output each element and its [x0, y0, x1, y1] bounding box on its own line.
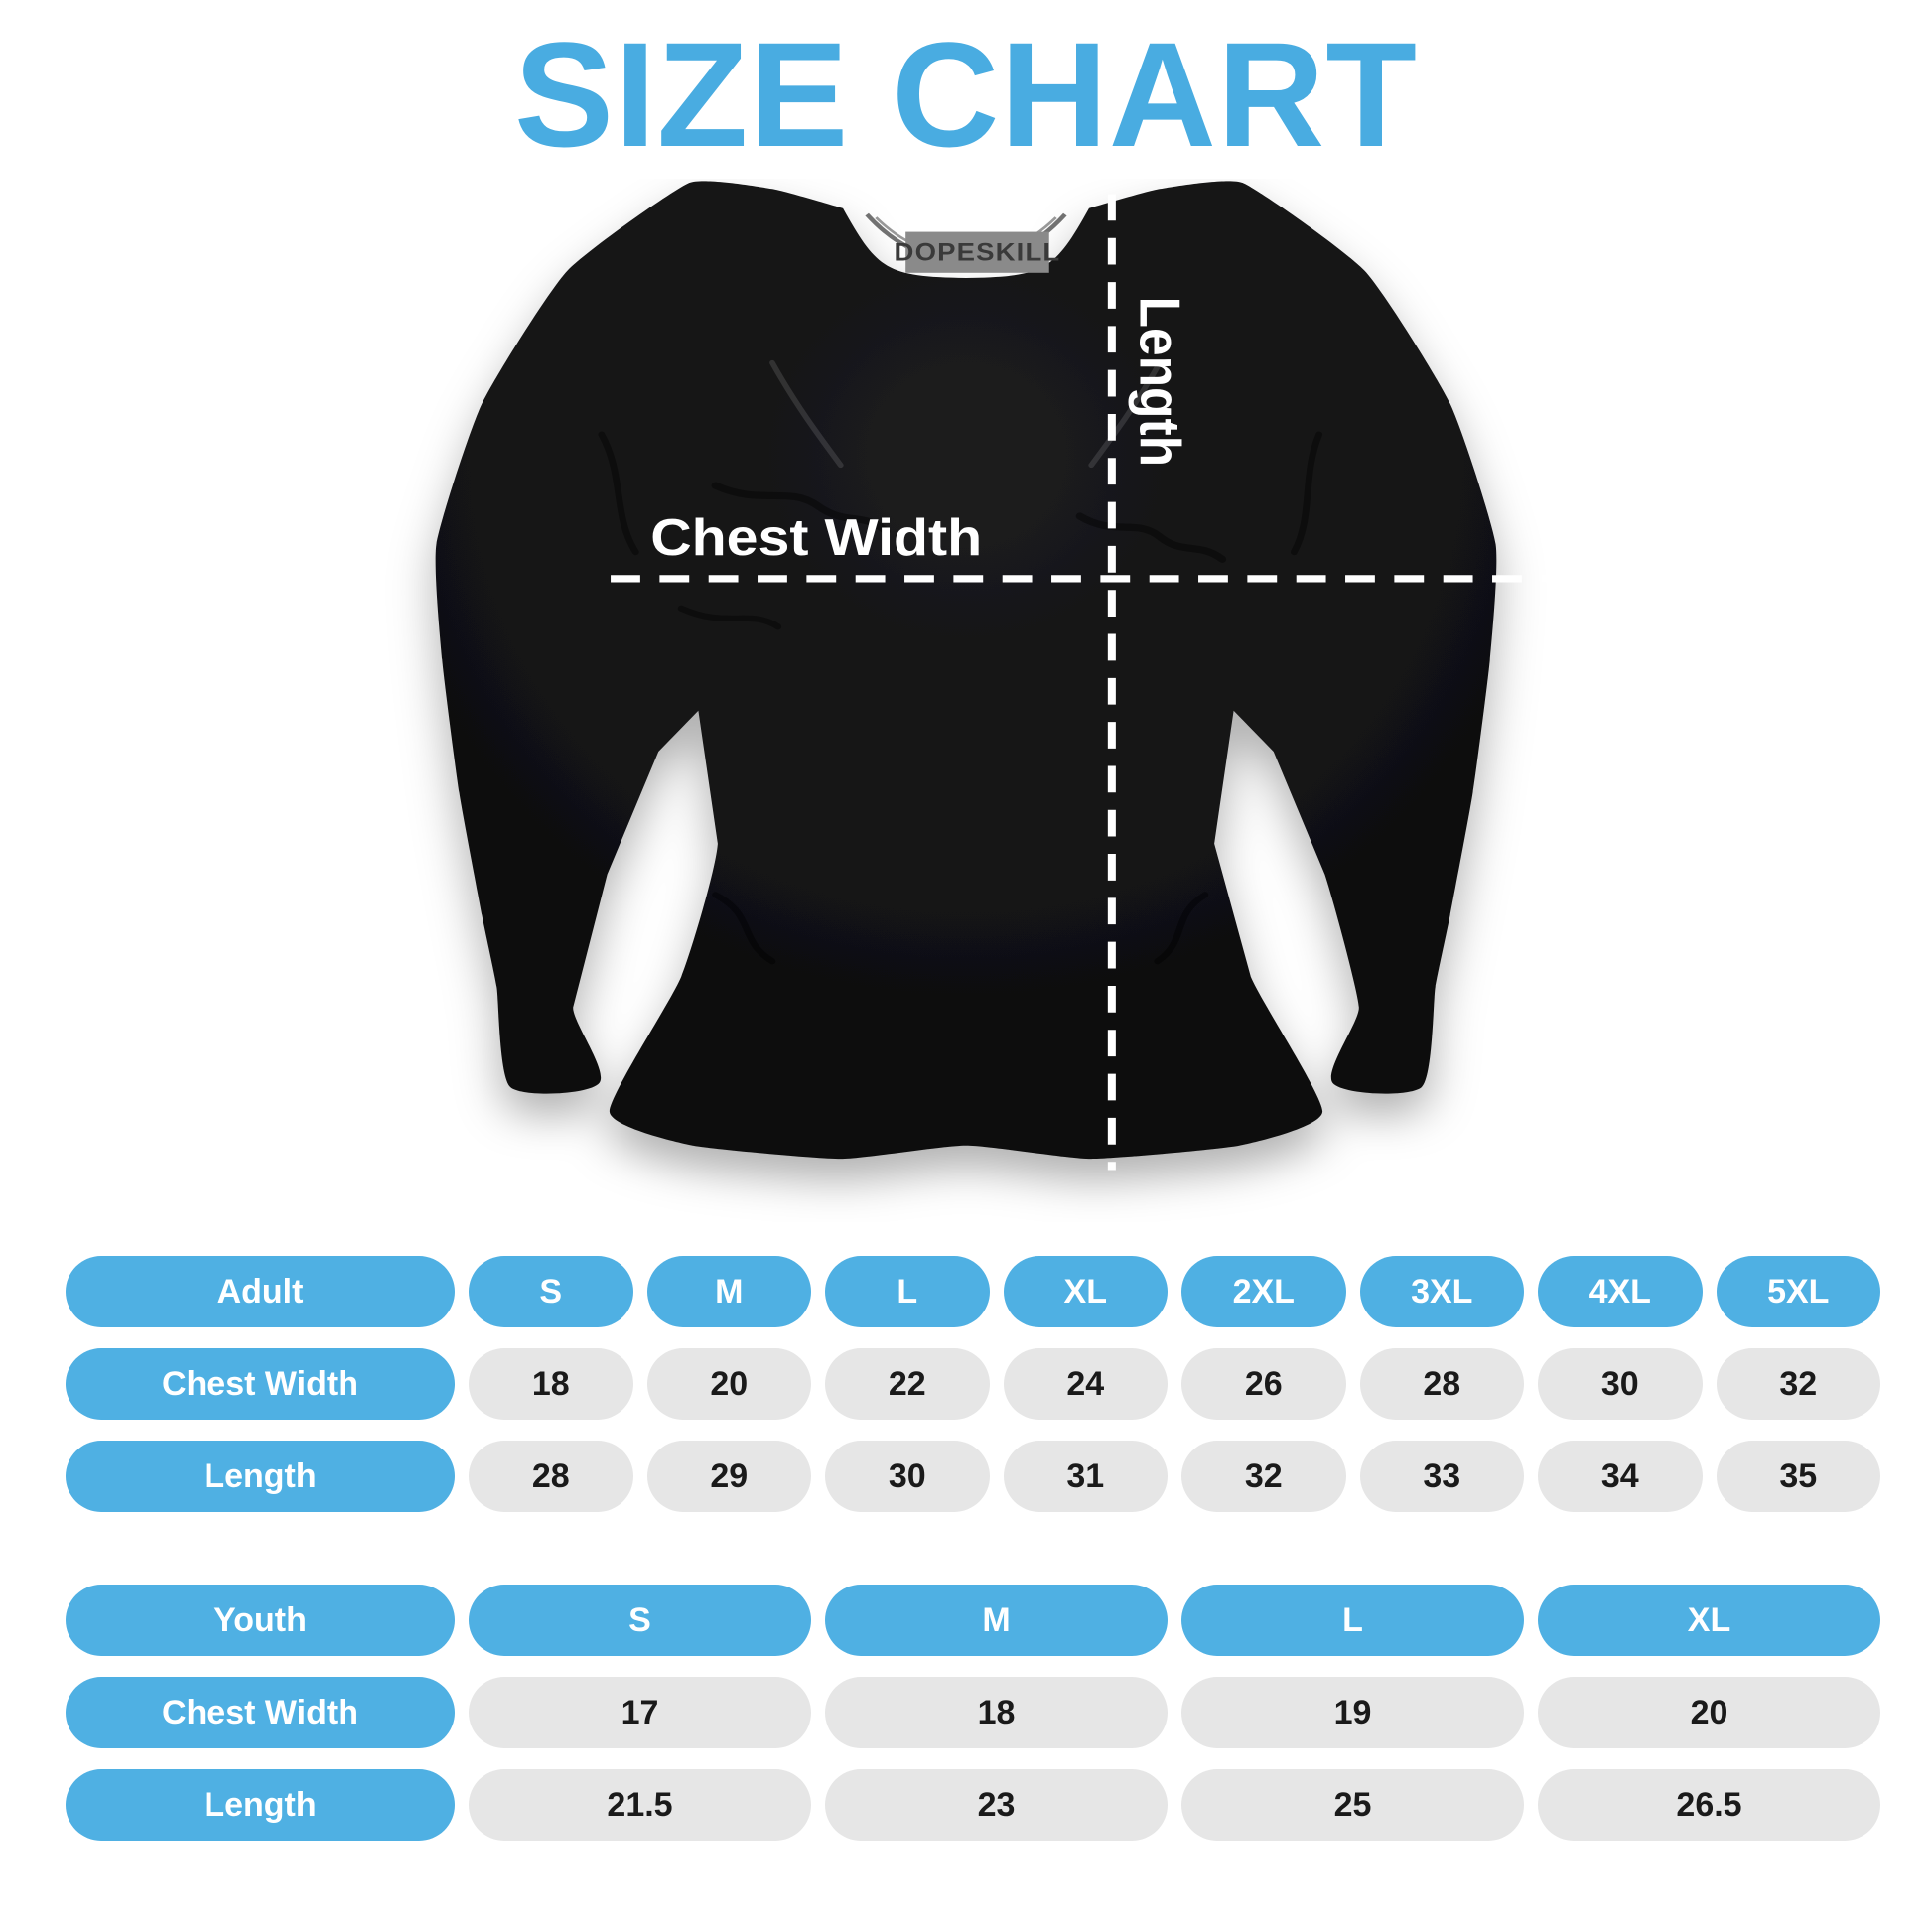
svg-text:Chest Width: Chest Width [650, 509, 982, 567]
svg-text:Length: Length [1128, 296, 1191, 467]
svg-text:DOPESKILL: DOPESKILL [895, 238, 1061, 266]
